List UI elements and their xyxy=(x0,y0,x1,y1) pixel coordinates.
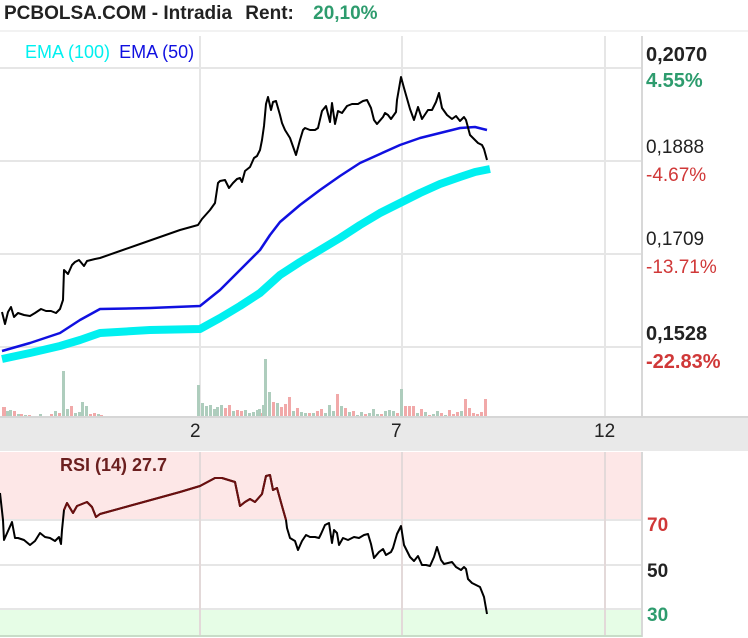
pct-label-4: -22.83% xyxy=(646,351,721,373)
rsi-title: RSI (14) 27.7 xyxy=(60,455,168,475)
rsi-oversold-zone xyxy=(0,610,642,636)
pct-label-1: 4.55% xyxy=(646,70,703,92)
ema100-line xyxy=(1,165,491,363)
rsi-gridlines xyxy=(0,452,642,636)
x-tick-2: 7 xyxy=(391,421,402,442)
price-line xyxy=(1,76,488,325)
rsi-level-30: 30 xyxy=(647,605,669,626)
rsi-overbought-segment xyxy=(63,474,287,521)
price-gridlines xyxy=(0,36,642,416)
x-tick-3: 12 xyxy=(594,421,616,442)
rsi-level-70: 70 xyxy=(647,515,669,536)
legend-ema100: EMA (100) xyxy=(25,42,111,62)
rent-value: 20,10% xyxy=(313,3,378,24)
pct-label-3: -13.71% xyxy=(646,257,717,278)
rent-label: Rent: xyxy=(245,3,294,24)
volume-bars xyxy=(2,359,487,416)
chart-title: PCBOLSA.COM - Intradia xyxy=(4,3,233,24)
legend-ema50: EMA (50) xyxy=(119,42,195,62)
ema50-line xyxy=(1,125,488,353)
x-axis-band xyxy=(0,417,748,451)
pct-label-2: -4.67% xyxy=(646,165,707,186)
price-label-1: 0,2070 xyxy=(646,44,708,66)
price-label-3: 0,1709 xyxy=(646,229,705,250)
rsi-line xyxy=(0,474,488,615)
rsi-level-50: 50 xyxy=(647,561,669,582)
price-label-4: 0,1528 xyxy=(646,323,708,345)
x-tick-1: 2 xyxy=(190,421,201,442)
chart-header: PCBOLSA.COM - Intradia Rent: 20,10% xyxy=(4,3,378,29)
chart-legend: EMA (100) EMA (50) xyxy=(25,42,194,63)
price-label-2: 0,1888 xyxy=(646,137,705,158)
rsi-overbought-zone xyxy=(0,452,642,520)
